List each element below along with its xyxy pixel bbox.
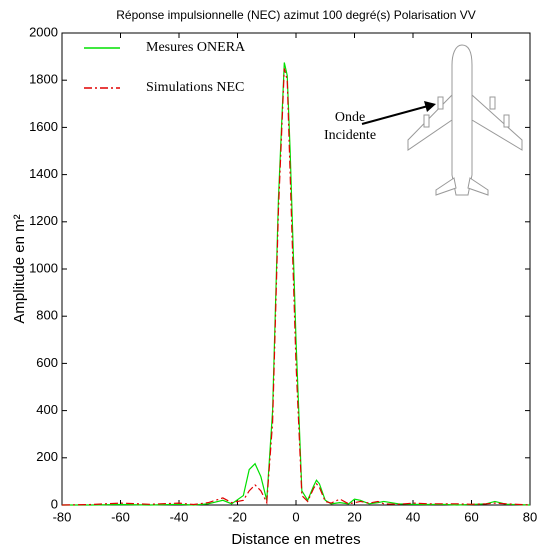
y-tick-label: 1800 — [29, 72, 58, 87]
y-tick-label: 0 — [51, 496, 58, 511]
annotation: Incidente — [324, 128, 376, 143]
x-tick-label: 40 — [406, 509, 420, 524]
y-tick-label: 400 — [36, 402, 58, 417]
line-series — [62, 62, 531, 506]
legend-label: Simulations NEC — [146, 80, 244, 95]
y-tick-label: 1200 — [29, 213, 58, 228]
chart-title: Réponse impulsionnelle (NEC) azimut 100 … — [116, 8, 476, 22]
x-tick-label: 80 — [523, 509, 537, 524]
y-tick-label: 600 — [36, 355, 58, 370]
x-tick-label: -80 — [53, 509, 72, 524]
annotation-arrow — [361, 101, 436, 125]
x-tick-label: 0 — [292, 509, 299, 524]
y-tick-label: 1600 — [29, 119, 58, 134]
y-tick-label: 1400 — [29, 166, 58, 181]
x-axis-label: Distance en metres — [231, 531, 360, 548]
y-tick-label: 2000 — [29, 24, 58, 39]
line-series — [61, 68, 531, 506]
legend-label: Mesures ONERA — [146, 40, 246, 55]
y-axis-label: Amplitude en m² — [11, 214, 28, 323]
x-tick-label: 20 — [347, 509, 361, 524]
annotation: Onde — [335, 110, 365, 125]
x-tick-label: -60 — [111, 509, 130, 524]
y-tick-label: 1000 — [29, 260, 58, 275]
x-tick-label: -20 — [228, 509, 247, 524]
y-tick-label: 200 — [36, 449, 58, 464]
y-tick-label: 800 — [36, 308, 58, 323]
x-tick-label: -40 — [170, 509, 189, 524]
x-tick-label: 60 — [464, 509, 478, 524]
airplane — [407, 44, 523, 196]
